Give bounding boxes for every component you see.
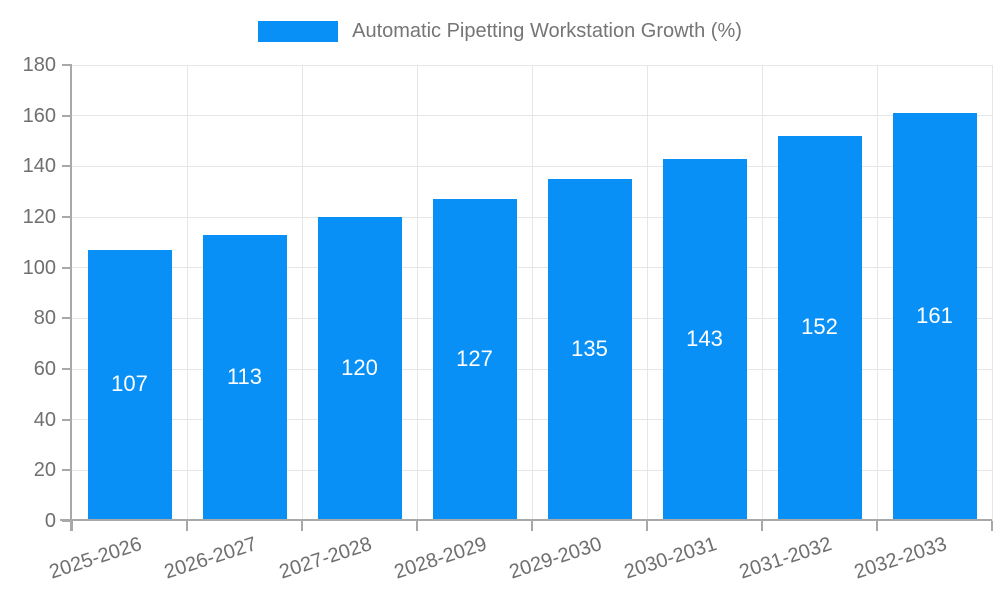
x-gridline — [532, 65, 533, 521]
bar-value-label: 107 — [111, 371, 148, 397]
x-gridline — [762, 65, 763, 521]
y-tick-mark — [62, 317, 72, 320]
bar: 113 — [202, 234, 287, 519]
bar: 161 — [892, 113, 977, 519]
y-tick-mark — [62, 64, 72, 66]
x-tick-mark — [991, 521, 993, 531]
bar: 152 — [777, 135, 862, 519]
bar-value-label: 143 — [686, 325, 723, 351]
legend-swatch — [258, 21, 339, 42]
y-tick-label: 80 — [33, 307, 56, 330]
x-tick-mark — [416, 521, 418, 531]
x-gridline — [187, 65, 188, 521]
y-tick-label: 20 — [33, 459, 56, 482]
x-tick-mark — [301, 521, 303, 531]
y-tick-label: 100 — [22, 256, 56, 279]
bar-value-label: 161 — [916, 303, 953, 329]
y-tick-label: 0 — [44, 510, 56, 532]
bar: 107 — [87, 249, 172, 519]
y-tick-mark — [62, 216, 72, 218]
x-tick-label: 2026-2027 — [161, 533, 260, 584]
x-gridline — [877, 65, 878, 521]
y-tick-label: 60 — [33, 358, 56, 380]
y-tick-mark — [62, 368, 72, 370]
y-tick-mark — [62, 520, 72, 522]
bar: 143 — [662, 158, 747, 519]
x-tick-label: 2029-2030 — [506, 533, 605, 584]
x-tick-mark — [71, 521, 73, 531]
bar-value-label: 135 — [571, 336, 608, 361]
bar-value-label: 113 — [226, 363, 263, 389]
x-gridline — [302, 65, 303, 521]
x-tick-mark — [646, 521, 648, 531]
x-gridline — [992, 65, 993, 521]
x-tick-mark — [761, 521, 763, 531]
bar: 120 — [317, 217, 402, 519]
x-tick-mark — [531, 521, 533, 531]
bar-value-label: 152 — [801, 314, 838, 340]
y-tick-mark — [62, 469, 72, 472]
x-tick-label: 2030-2031 — [621, 533, 720, 584]
x-axis-line — [60, 519, 992, 521]
y-tick-mark — [62, 266, 72, 269]
x-tick-label: 2025-2026 — [46, 533, 145, 584]
bar: 135 — [547, 179, 632, 519]
chart-legend: Automatic Pipetting Workstation Growth (… — [0, 20, 1000, 43]
x-tick-label: 2027-2028 — [276, 533, 375, 584]
x-gridline — [647, 65, 648, 521]
bar-value-label: 127 — [456, 346, 493, 372]
x-tick-label: 2028-2029 — [391, 533, 490, 584]
x-tick-label: 2031-2032 — [736, 533, 835, 584]
x-tick-mark — [876, 521, 878, 531]
x-gridline — [417, 65, 418, 521]
y-tick-label: 140 — [22, 155, 56, 178]
bar-value-label: 120 — [341, 355, 378, 380]
y-tick-mark — [62, 165, 72, 168]
x-tick-mark — [186, 521, 188, 531]
y-tick-label: 160 — [22, 104, 56, 127]
y-tick-mark — [62, 418, 72, 421]
y-tick-label: 40 — [33, 408, 56, 431]
y-axis-line — [70, 65, 72, 531]
y-tick-mark — [62, 114, 72, 117]
bar: 127 — [432, 199, 517, 519]
y-tick-label: 180 — [22, 54, 56, 76]
x-tick-label: 2032-2033 — [851, 533, 950, 584]
legend-label: Automatic Pipetting Workstation Growth (… — [352, 20, 742, 42]
y-tick-label: 120 — [22, 206, 56, 228]
